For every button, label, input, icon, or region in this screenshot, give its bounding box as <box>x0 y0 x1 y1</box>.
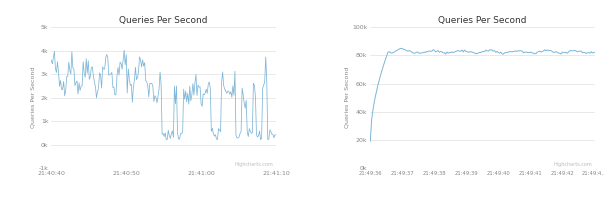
Title: Queries Per Second: Queries Per Second <box>120 16 208 25</box>
Y-axis label: Queries Per Second: Queries Per Second <box>344 67 349 128</box>
Text: Highcharts.com: Highcharts.com <box>554 161 593 167</box>
Y-axis label: Queries Per Second: Queries Per Second <box>31 67 36 128</box>
Title: Queries Per Second: Queries Per Second <box>439 16 527 25</box>
Text: Highcharts.com: Highcharts.com <box>235 161 274 167</box>
